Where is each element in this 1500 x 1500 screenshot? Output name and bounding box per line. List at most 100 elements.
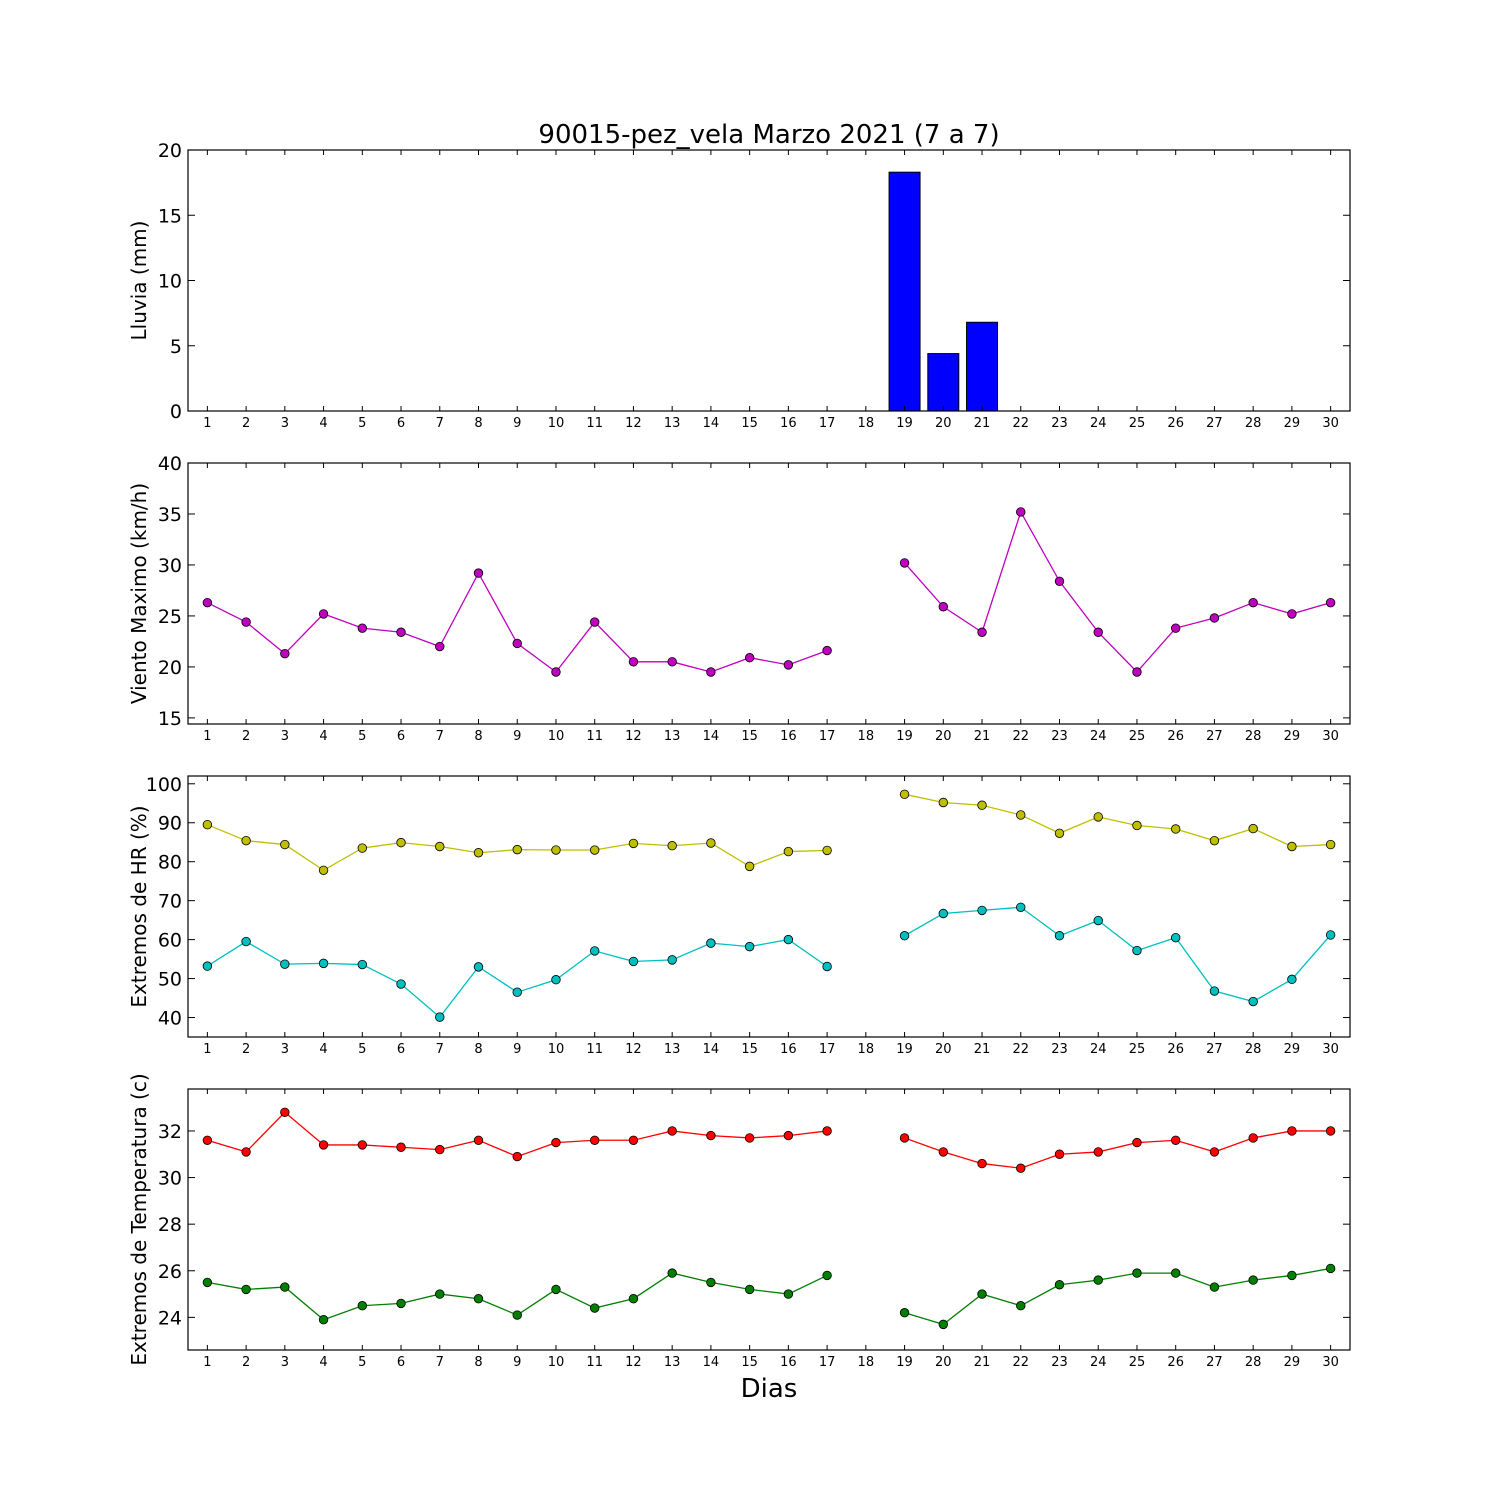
- x-tick-label: 24: [1090, 1355, 1107, 1370]
- point-day-8: [473, 848, 484, 858]
- x-tick-label: 20: [935, 416, 952, 431]
- point-day-17: [822, 645, 832, 656]
- point-day-8: [473, 1135, 484, 1145]
- series-line: [904, 793, 1331, 848]
- x-tick-label: 23: [1051, 416, 1068, 431]
- point-day-4: [318, 1140, 329, 1150]
- point-day-10: [551, 845, 561, 855]
- point-day-10: [551, 975, 561, 985]
- series-line: [904, 1130, 1331, 1169]
- y-axis-label: Viento Maximo (km/h): [127, 483, 151, 704]
- y-tick-label: 15: [158, 708, 182, 730]
- x-tick-label: 18: [858, 416, 875, 431]
- y-tick-label: 25: [158, 606, 182, 628]
- series-line: [904, 510, 1331, 673]
- point-day-22: [1016, 810, 1026, 820]
- x-tick-label: 16: [780, 416, 797, 431]
- x-tick-label: 3: [281, 1042, 289, 1057]
- x-tick-label: 13: [664, 729, 681, 744]
- y-tick-label: 5: [170, 336, 182, 358]
- point-day-6: [396, 979, 406, 989]
- point-day-20: [938, 1147, 949, 1157]
- point-day-14: [706, 838, 716, 848]
- point-day-24: [1093, 915, 1103, 926]
- x-tick-label: 10: [548, 729, 565, 744]
- x-tick-label: 27: [1206, 416, 1223, 431]
- point-day-7: [435, 1012, 445, 1022]
- x-tick-label: 18: [858, 729, 875, 744]
- point-day-12: [628, 1294, 639, 1304]
- point-day-27: [1209, 986, 1220, 996]
- point-day-25: [1132, 1268, 1142, 1278]
- point-day-26: [1170, 1135, 1181, 1145]
- x-tick-label: 7: [436, 729, 444, 744]
- y-tick-label: 100: [146, 774, 182, 796]
- x-tick-label: 24: [1090, 1042, 1107, 1057]
- point-day-26: [1170, 1268, 1181, 1278]
- point-day-4: [318, 609, 329, 619]
- bar-day-19: [888, 171, 921, 412]
- x-tick-label: 6: [397, 729, 405, 744]
- point-day-28: [1248, 823, 1258, 834]
- point-day-24: [1093, 627, 1103, 637]
- x-tick-label: 29: [1284, 1042, 1301, 1057]
- point-day-16: [783, 846, 794, 857]
- y-tick-label: 20: [158, 657, 182, 679]
- point-day-20: [938, 1319, 949, 1330]
- point-day-30: [1325, 930, 1336, 940]
- point-day-20: [938, 602, 949, 612]
- x-tick-label: 10: [548, 1042, 565, 1057]
- point-day-9: [512, 987, 522, 997]
- x-tick-label: 27: [1206, 1042, 1223, 1057]
- x-tick-label: 23: [1051, 1355, 1068, 1370]
- bar-day-20: [927, 353, 960, 412]
- x-tick-label: 9: [513, 729, 521, 744]
- x-tick-label: 5: [358, 1042, 366, 1057]
- point-day-23: [1054, 576, 1065, 586]
- point-day-29: [1287, 609, 1297, 619]
- point-day-24: [1093, 812, 1103, 822]
- point-day-12: [628, 838, 639, 849]
- point-day-21: [977, 1158, 987, 1169]
- x-tick-label: 13: [664, 1042, 681, 1057]
- point-day-4: [318, 958, 329, 969]
- x-tick-label: 28: [1245, 1355, 1262, 1370]
- point-day-28: [1248, 1133, 1258, 1143]
- x-tick-label: 23: [1051, 729, 1068, 744]
- x-tick-label: 16: [780, 1042, 797, 1057]
- plot-frame: [187, 462, 1351, 725]
- series-line: [904, 906, 1332, 1003]
- point-day-27: [1209, 835, 1220, 846]
- point-day-13: [667, 657, 677, 667]
- x-tick-label: 17: [819, 1355, 836, 1370]
- x-tick-label: 1: [203, 1355, 211, 1370]
- point-day-20: [938, 908, 949, 919]
- point-day-6: [396, 837, 406, 848]
- point-day-3: [280, 648, 290, 659]
- y-tick-label: 40: [158, 1008, 182, 1030]
- x-tick-label: 1: [203, 729, 211, 744]
- x-tick-label: 1: [203, 416, 211, 431]
- x-tick-label: 21: [974, 1042, 991, 1057]
- point-day-3: [280, 1107, 290, 1118]
- y-tick-label: 24: [158, 1307, 182, 1329]
- point-day-4: [318, 1315, 329, 1325]
- y-axis-label: Lluvia (mm): [127, 221, 151, 341]
- series-2-1: [202, 507, 1336, 677]
- x-tick-label: 27: [1206, 1355, 1223, 1370]
- x-tick-label: 4: [319, 1042, 327, 1057]
- x-tick-label: 18: [858, 1042, 875, 1057]
- x-tick-label: 4: [319, 416, 327, 431]
- x-tick-label: 12: [625, 1042, 642, 1057]
- x-tick-label: 7: [436, 1355, 444, 1370]
- series-line: [207, 571, 828, 673]
- point-day-28: [1248, 597, 1258, 608]
- x-tick-label: 25: [1129, 416, 1146, 431]
- x-tick-label: 26: [1167, 729, 1184, 744]
- x-tick-label: 27: [1206, 729, 1223, 744]
- point-day-1: [202, 961, 213, 971]
- x-tick-label: 22: [1012, 1042, 1029, 1057]
- point-day-25: [1132, 1137, 1142, 1148]
